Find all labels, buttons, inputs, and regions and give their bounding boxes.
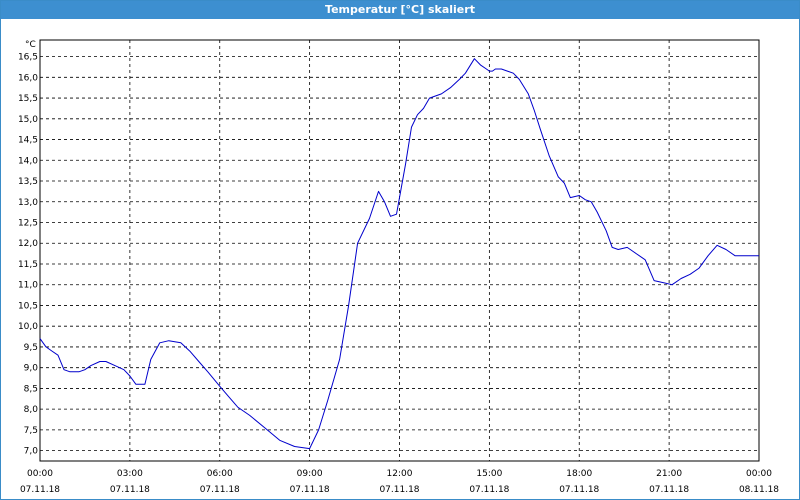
y-tick-label: 16,0 <box>18 73 38 83</box>
x-tick-time-label: 03:00 <box>117 469 143 479</box>
y-tick-label: 15,0 <box>18 115 38 125</box>
x-tick-date-label: 08.11.18 <box>739 485 779 495</box>
y-tick-label: 15,5 <box>18 94 38 104</box>
y-tick-label: 8,0 <box>24 405 39 415</box>
x-tick-time-label: 18:00 <box>566 469 592 479</box>
x-tick-time-label: 00:00 <box>746 469 772 479</box>
y-axis-tick-labels: 7,0 7,5 8,0 8,5 9,0 9,5 10,0 10,5 11,0 11,5 12,0 12… <box>18 53 38 457</box>
chart-grid <box>40 40 759 461</box>
y-tick-label: 10,5 <box>18 301 38 311</box>
x-tick-date-label: 07.11.18 <box>290 485 330 495</box>
x-tick-time-label: 09:00 <box>297 469 323 479</box>
x-tick-date-label: 07.11.18 <box>200 485 240 495</box>
x-tick-time-label: 21:00 <box>656 469 682 479</box>
x-axis-tick-labels: 00:00 07.11.18 03:00 07.11.18 06:00 07.11.18 0… <box>20 469 779 495</box>
y-tick-label: 10,0 <box>18 322 38 332</box>
x-tick-time-label: 00:00 <box>27 469 53 479</box>
y-tick-label: 13,5 <box>18 177 38 187</box>
y-tick-label: 12,5 <box>18 219 38 229</box>
x-tick-time-label: 12:00 <box>387 469 413 479</box>
y-tick-label: 9,5 <box>24 343 38 353</box>
y-tick-label: 7,5 <box>24 426 38 436</box>
x-tick-date-label: 07.11.18 <box>110 485 150 495</box>
x-tick-date-label: 07.11.18 <box>469 485 509 495</box>
y-tick-label: 14,0 <box>18 156 38 166</box>
y-tick-label: 7,0 <box>24 447 39 457</box>
x-tick-date-label: 07.11.18 <box>649 485 689 495</box>
y-tick-label: 8,5 <box>24 384 38 394</box>
x-tick-date-label: 07.11.18 <box>379 485 419 495</box>
window-title: Temperatur [°C] skaliert <box>1 1 799 19</box>
y-tick-label: 16,5 <box>18 53 38 63</box>
y-tick-label: 11,0 <box>18 281 38 291</box>
plot-area <box>39 39 760 462</box>
x-tick-date-label: 07.11.18 <box>559 485 599 495</box>
y-axis-unit-label: °C <box>25 40 36 50</box>
x-tick-time-label: 06:00 <box>207 469 233 479</box>
x-tick-date-label: 07.11.18 <box>20 485 60 495</box>
y-tick-label: 12,0 <box>18 239 38 249</box>
x-tick-time-label: 15:00 <box>476 469 502 479</box>
y-tick-label: 11,5 <box>18 260 38 270</box>
temperature-series-line <box>39 58 759 450</box>
series-layer <box>39 58 759 450</box>
y-tick-label: 9,0 <box>24 364 39 374</box>
y-tick-label: 14,5 <box>18 136 38 146</box>
y-tick-label: 13,0 <box>18 198 38 208</box>
